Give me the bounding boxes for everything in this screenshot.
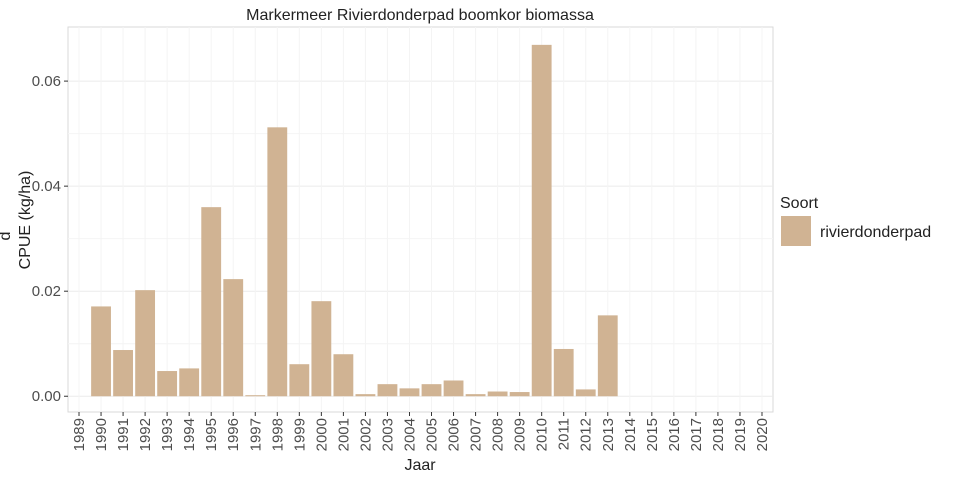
bar xyxy=(157,371,178,397)
bar xyxy=(91,306,111,397)
bar xyxy=(553,348,574,397)
x-tick-label: 2000 xyxy=(313,418,330,451)
y-axis-label: CPUE (kg/ha) xyxy=(17,171,34,270)
legend-title: Soort xyxy=(780,195,819,212)
bar xyxy=(531,44,552,397)
y-tick-label: 0.04 xyxy=(32,178,61,195)
bar xyxy=(399,388,420,397)
x-tick-label: 2003 xyxy=(379,418,396,451)
x-tick-label: 1997 xyxy=(247,418,264,451)
x-tick-label: 2016 xyxy=(666,418,683,451)
x-tick-label: 2012 xyxy=(578,418,595,451)
x-tick-label: 2005 xyxy=(424,418,441,451)
x-tick-label: 2020 xyxy=(754,418,771,451)
x-tick-label: 2006 xyxy=(446,418,463,451)
bar xyxy=(597,315,618,397)
bar xyxy=(377,384,398,397)
bar xyxy=(179,368,200,397)
bar xyxy=(311,301,332,397)
x-tick-label: 1991 xyxy=(115,418,132,451)
x-tick-label: 2018 xyxy=(710,418,727,451)
legend-swatch xyxy=(781,216,811,246)
x-tick-label: 1995 xyxy=(203,418,220,451)
bar xyxy=(465,394,486,397)
x-tick-label: 1999 xyxy=(291,418,308,451)
x-tick-label: 1990 xyxy=(93,418,110,451)
plot-border xyxy=(67,26,774,413)
x-tick-label: 2004 xyxy=(401,418,418,451)
x-tick-label: 1996 xyxy=(225,418,242,451)
bar xyxy=(575,389,596,397)
x-tick-label: 2001 xyxy=(335,418,352,451)
x-tick-label: 1994 xyxy=(181,418,198,451)
bar xyxy=(487,391,508,397)
x-tick-label: 2011 xyxy=(556,418,573,450)
bar xyxy=(245,395,266,397)
bar xyxy=(113,350,133,397)
bar xyxy=(201,207,222,397)
bar xyxy=(289,364,310,397)
y-tick-label: 0.02 xyxy=(32,283,61,300)
bar xyxy=(421,384,442,397)
x-tick-label: 2008 xyxy=(490,418,507,451)
x-tick-label: 1992 xyxy=(137,418,154,451)
bar xyxy=(267,127,288,397)
bar xyxy=(509,392,530,397)
x-tick-label: 2014 xyxy=(622,418,639,451)
bar xyxy=(135,290,156,397)
y-tick-label: 0.00 xyxy=(32,388,61,405)
bar xyxy=(333,354,354,397)
x-tick-label: 2017 xyxy=(688,418,705,451)
bar xyxy=(223,279,244,397)
bar xyxy=(355,394,376,397)
x-tick-label: 2019 xyxy=(732,418,749,451)
x-tick-label: 2007 xyxy=(468,418,485,451)
x-tick-label: 1993 xyxy=(159,418,176,451)
y-axis-label: d xyxy=(0,232,14,241)
x-axis-label: Jaar xyxy=(404,457,436,474)
x-tick-label: 2015 xyxy=(644,418,661,451)
x-tick-label: 2009 xyxy=(512,418,529,451)
y-tick-label: 0.06 xyxy=(32,73,61,90)
x-tick-label: 1989 xyxy=(71,418,88,451)
x-tick-label: 2010 xyxy=(534,418,551,451)
legend-label: rivierdonderpad xyxy=(820,224,931,241)
chart-title: Markermeer Rivierdonderpad boomkor bioma… xyxy=(246,7,594,24)
bar xyxy=(443,380,464,397)
x-tick-label: 2013 xyxy=(600,418,617,451)
x-tick-label: 2002 xyxy=(357,418,374,451)
x-tick-label: 1998 xyxy=(269,418,286,451)
